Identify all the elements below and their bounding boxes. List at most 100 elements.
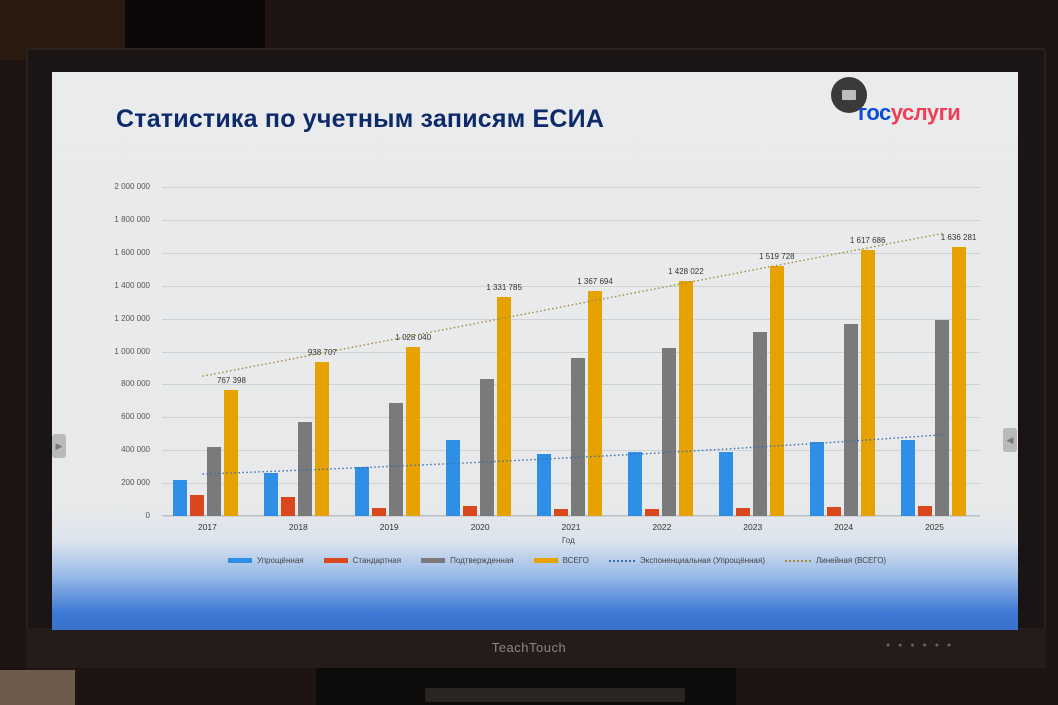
x-tick-label: 2025	[925, 522, 944, 532]
legend-item: Подтвержденная	[421, 556, 514, 565]
gridline	[162, 318, 980, 320]
bar-Стандартная	[554, 508, 568, 516]
bar-chart: 0 200 000 400 000 600 000 800 000 1 000 000 1 …	[114, 182, 980, 532]
gridline	[162, 219, 980, 221]
y-tick-label: 1 800 000	[114, 214, 150, 224]
x-tick-label: 2022	[652, 522, 672, 532]
y-tick-label: 200 000	[121, 478, 150, 488]
data-label: 1 617 686	[849, 235, 886, 245]
legend-label: Экспоненциальная (Упрощённая)	[639, 556, 765, 565]
gosuslugi-logo: госуслуги	[858, 100, 961, 126]
x-tick-label: 2018	[288, 522, 308, 532]
bar-Стандартная	[917, 506, 932, 516]
legend-item: Экспоненциальная (Упрощённая)	[608, 556, 765, 565]
bar-Стандартная	[372, 507, 387, 516]
legend-label: Стандартная	[352, 556, 402, 565]
chart-legend: Упрощённая Стандартная Подтвержденная ВСЕГО…	[228, 556, 886, 565]
y-tick-label: 1 600 000	[114, 247, 150, 257]
logo-part-uslugi: услуги	[890, 100, 961, 125]
data-label: 767 398	[216, 375, 246, 385]
presentation-slide: Статистика по учетным записям ЕСИА госус…	[52, 72, 1018, 630]
x-axis-title: Год	[562, 536, 575, 545]
y-tick-label: 1 200 000	[114, 313, 150, 323]
bar-Упрощённая	[718, 451, 733, 516]
y-tick-label: 600 000	[121, 412, 150, 422]
legend-item: Стандартная	[323, 556, 402, 565]
bar-ВСЕГО	[315, 361, 330, 516]
data-label: 1 636 281	[940, 232, 977, 242]
chevron-left-icon[interactable]: ◀	[1003, 428, 1017, 452]
gridline	[162, 351, 980, 353]
bar-Упрощённая	[355, 466, 370, 516]
data-label: 1 519 728	[758, 252, 795, 261]
stand-shelf	[425, 688, 685, 702]
y-tick-label: 0	[145, 511, 150, 520]
bar-Упрощённая	[537, 453, 551, 516]
gridline	[162, 252, 980, 254]
data-label: 1 367 694	[577, 277, 613, 286]
y-tick-label: 1 000 000	[114, 346, 150, 356]
data-label: 1 428 022	[668, 267, 704, 277]
trendline-linear	[202, 232, 945, 377]
logo-part-gos: гос	[858, 100, 891, 125]
legend-swatch	[608, 559, 635, 562]
legend-swatch	[421, 558, 446, 563]
bar-Подтвержденная	[480, 379, 495, 516]
y-tick-label: 2 000 000	[114, 182, 150, 191]
bar-ВСЕГО	[678, 281, 693, 516]
legend-label: Линейная (ВСЕГО)	[815, 556, 887, 565]
monitor-buttons[interactable]: ● ● ● ● ● ●	[886, 642, 955, 649]
bar-Стандартная	[190, 494, 205, 516]
bar-Упрощённая	[809, 441, 824, 516]
legend-item: Упрощённая	[228, 556, 304, 565]
bar-Упрощённая	[173, 479, 188, 516]
bar-Стандартная	[463, 506, 478, 516]
legend-item: Линейная (ВСЕГО)	[784, 556, 887, 565]
x-tick-label: 2024	[834, 522, 854, 532]
radiator	[0, 670, 75, 705]
trendlines	[202, 232, 945, 475]
x-tick-label: 2017	[197, 522, 217, 532]
bar-Стандартная	[735, 507, 750, 516]
monitor-brand: TeachTouch	[491, 640, 567, 655]
bar-Стандартная	[644, 508, 659, 516]
bar-Стандартная	[826, 506, 841, 516]
y-tick-label: 400 000	[121, 445, 150, 455]
chevron-right-icon[interactable]: ▶	[52, 434, 66, 458]
bar-Упрощённая	[446, 440, 461, 516]
bar-Подтвержденная	[571, 358, 585, 516]
bar-ВСЕГО	[951, 246, 966, 516]
data-label: 938 707	[307, 347, 337, 357]
bar-Подтвержденная	[752, 331, 767, 516]
bar-Упрощённая	[627, 451, 642, 516]
legend-label: Упрощённая	[257, 556, 304, 565]
gridline	[162, 187, 980, 188]
y-tick-label: 1 400 000	[114, 280, 150, 290]
x-tick-label: 2020	[470, 522, 490, 532]
legend-swatch	[323, 558, 348, 563]
bar-ВСЕГО	[769, 266, 784, 516]
bar-ВСЕГО	[860, 249, 875, 516]
bar-Стандартная	[281, 497, 296, 516]
camera-icon	[831, 77, 867, 113]
legend-swatch	[784, 559, 811, 562]
gridline	[162, 285, 980, 287]
bar-Подтвержденная	[389, 402, 404, 516]
legend-item: ВСЕГО	[533, 556, 589, 565]
bar-Подтвержденная	[298, 422, 313, 516]
y-tick-label: 800 000	[121, 379, 150, 389]
slide-title: Статистика по учетным записям ЕСИА	[116, 105, 605, 133]
x-tick-label: 2019	[379, 522, 399, 532]
bar-ВСЕГО	[224, 389, 239, 516]
wall-shadow	[125, 0, 265, 48]
legend-label: ВСЕГО	[562, 556, 589, 565]
bar-ВСЕГО	[588, 291, 602, 516]
bar-Подтвержденная	[843, 323, 858, 516]
bar-Упрощённая	[900, 440, 915, 516]
bar-ВСЕГО	[406, 346, 421, 516]
data-label: 1 028 040	[395, 332, 432, 342]
bar-Подтвержденная	[934, 320, 949, 516]
x-tick-label: 2021	[561, 522, 581, 532]
trendline-exponential	[202, 433, 945, 475]
data-label: 1 331 785	[486, 282, 522, 292]
